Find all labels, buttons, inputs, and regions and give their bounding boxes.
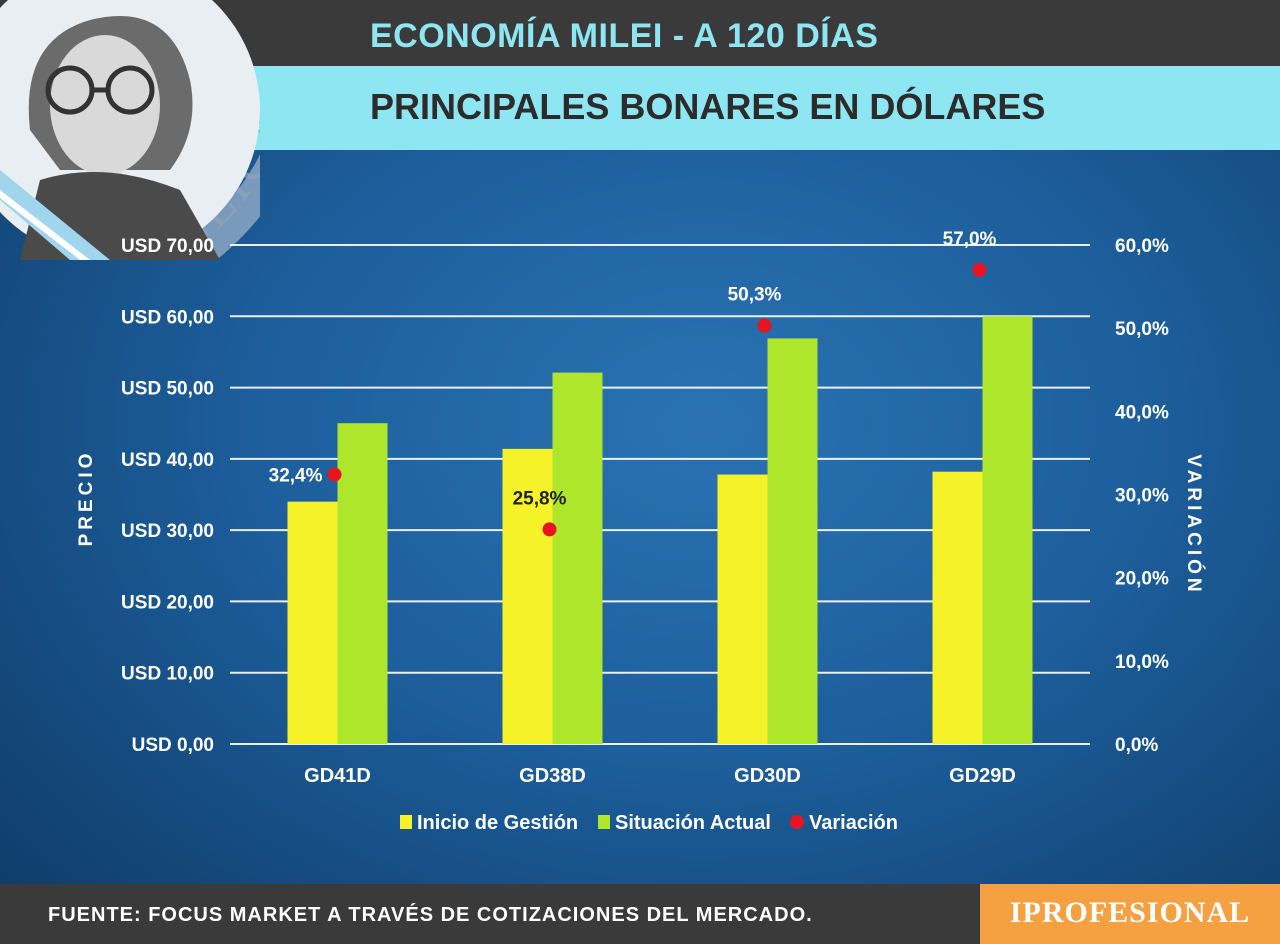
right-tick-label: 20,0% [1115,569,1169,590]
variation-label: 57,0% [943,229,997,250]
right-tick-label: 60,0% [1115,236,1169,257]
chart-bars [287,316,1033,744]
right-tick-label: 0,0% [1115,735,1158,756]
right-tick-label: 10,0% [1115,652,1169,673]
chart-legend: Inicio de Gestión Situación Actual Variaci… [400,812,898,834]
variation-point [972,262,987,277]
legend-actual-swatch [598,815,610,829]
bar-situacion-actual [337,423,388,744]
left-tick-label: USD 0,00 [132,735,214,756]
legend-inicio-swatch [400,815,412,829]
category-label: GD29D [949,765,1016,787]
left-tick-label: USD 70,00 [121,236,214,257]
category-labels: GD41D GD38D GD30D GD29D [304,765,1016,787]
variation-label: 32,4% [269,466,323,487]
variation-point [542,522,557,537]
right-tick-label: 40,0% [1115,402,1169,423]
left-tick-label: USD 10,00 [121,664,214,685]
variation-label: 25,8% [513,488,567,509]
page-subtitle: PRINCIPALES BONARES EN DÓLARES [370,86,1046,127]
brand-logo: IPROFESIONAL [980,884,1280,944]
right-axis-ticks: 0,0% 10,0% 20,0% 30,0% 40,0% 50,0% 60,0% [1115,236,1169,756]
category-label: GD38D [519,765,586,787]
category-label: GD41D [304,765,371,787]
bar-inicio-de-gestion [932,471,983,744]
left-tick-label: USD 50,00 [121,379,214,400]
bar-inicio-de-gestion [717,474,768,744]
legend-variacion-swatch [790,815,804,829]
legend-actual-label: Situación Actual [615,812,771,834]
variation-label: 50,3% [728,285,782,306]
variation-point [757,318,772,333]
right-axis-title: VARIACIÓN [1183,454,1205,595]
source-note: FUENTE: FOCUS MARKET A TRAVÉS DE COTIZAC… [48,904,813,926]
left-axis-title: PRECIO [76,450,97,547]
left-tick-label: USD 30,00 [121,521,214,542]
page-title: ECONOMÍA MILEI - A 120 DÍAS [370,17,879,55]
bar-situacion-actual [982,316,1033,744]
brand-name: IPROFESIONAL [1009,896,1251,929]
category-label: GD30D [734,765,801,787]
left-axis-ticks: USD 0,00 USD 10,00 USD 20,00 USD 30,00 USD 4… [121,236,214,756]
bar-inicio-de-gestion [287,501,338,744]
variation-points: 32,4% 25,8% 50,3% 57,0% [269,229,997,537]
right-tick-label: 50,0% [1115,319,1169,340]
portrait-illustration: REPÚBLICA ARGENTINA NO [0,0,260,260]
left-tick-label: USD 60,00 [121,307,214,328]
bar-situacion-actual [767,338,818,744]
legend-variacion-label: Variación [809,812,898,834]
legend-inicio-label: Inicio de Gestión [417,812,578,834]
right-tick-label: 30,0% [1115,486,1169,507]
left-tick-label: USD 20,00 [121,592,214,613]
bar-situacion-actual [552,372,603,744]
bar-inicio-de-gestion [502,448,553,744]
variation-point [327,467,342,482]
left-tick-label: USD 40,00 [121,450,214,471]
